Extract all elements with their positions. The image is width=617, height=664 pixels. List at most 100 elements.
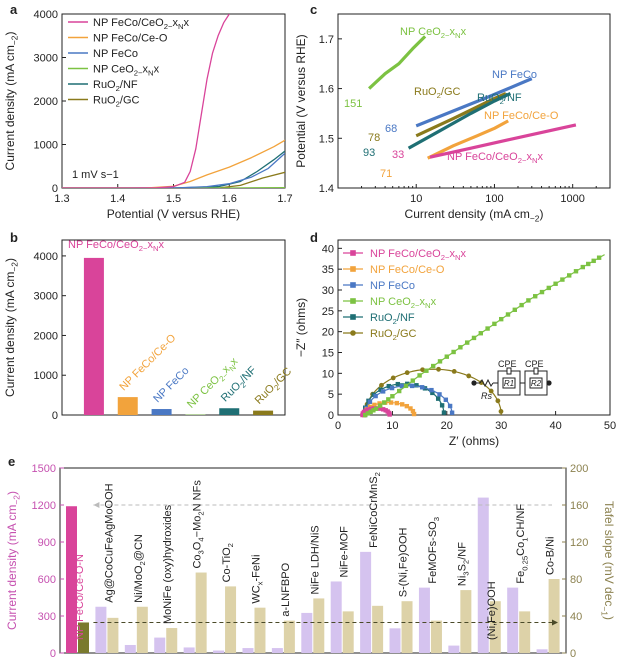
- nyquist-point: [431, 363, 436, 369]
- nyquist-point: [390, 375, 396, 381]
- label-part: RuO: [93, 95, 116, 107]
- nyquist-point: [586, 261, 591, 267]
- tafel-bar: [136, 606, 148, 653]
- nyquist-point: [485, 326, 490, 331]
- current-bar: [124, 644, 136, 653]
- label-part: (Ni,Fe)OOH: [486, 581, 498, 640]
- nyquist-point: [365, 411, 371, 416]
- label-part: RuO: [477, 92, 500, 104]
- nyquist-point: [389, 385, 395, 391]
- nyquist-point: [526, 298, 531, 303]
- label-part: NP CeO: [185, 373, 223, 411]
- circuit-label-r2: R2: [531, 379, 542, 388]
- y-tick-label: 0: [328, 410, 334, 422]
- current-bar: [448, 645, 460, 653]
- label-subscript: N: [228, 363, 238, 373]
- label-subscript: 2: [500, 97, 504, 106]
- tafel-bar: [313, 598, 325, 653]
- circuit-label-rs: Rs: [481, 391, 492, 401]
- tafel-bar: [225, 586, 237, 653]
- legend-marker: [350, 250, 356, 256]
- label-part: x: [449, 248, 455, 260]
- label-part: NP FeCo/CeO: [93, 17, 164, 29]
- cpe-element: [506, 367, 512, 375]
- equivalent-circuit: CPE CPE Rs R1 R2: [471, 359, 552, 401]
- nyquist-point: [382, 400, 387, 405]
- nyquist-point: [410, 378, 415, 383]
- y-tick-label: 3000: [34, 53, 58, 65]
- nyquist-point: [397, 388, 402, 394]
- category-label: FeNiCoCrMnS2: [368, 472, 382, 548]
- plot-frame: [337, 13, 611, 189]
- nyquist-point: [363, 412, 368, 418]
- label-part: Ag@CoCuFeAgMoOOH: [103, 483, 115, 602]
- label-subscript: 2: [393, 317, 397, 326]
- label-part: x: [420, 296, 426, 308]
- nyquist-point: [368, 406, 374, 412]
- nyquist-point: [365, 407, 371, 412]
- label-part: NP FeCo/Ce-O: [484, 110, 559, 122]
- label-subscript: 2: [461, 560, 470, 564]
- nyquist-point: [386, 383, 391, 389]
- label-part: /NF: [397, 312, 415, 324]
- y-tick-label: 4000: [34, 251, 58, 263]
- label-part: CH/NF: [515, 504, 527, 538]
- tafel-bar: [78, 622, 89, 653]
- label-part: Tafel slope (mV dec: [602, 501, 616, 606]
- nyquist-point: [419, 385, 425, 390]
- current-bar: [213, 650, 225, 653]
- category-label: Co-B/Ni: [545, 536, 557, 575]
- circuit-label-cpe1: CPE: [498, 359, 517, 369]
- nyquist-point: [449, 410, 455, 415]
- nyquist-point: [591, 258, 596, 264]
- label-subscript: 2: [116, 100, 120, 109]
- nyquist-point: [478, 331, 483, 336]
- nyquist-point: [499, 316, 504, 322]
- current-bar: [360, 551, 372, 653]
- reference-arrow: [552, 619, 558, 626]
- nyquist-point: [379, 382, 384, 388]
- nyquist-point: [378, 387, 383, 392]
- nyquist-point: [371, 408, 376, 413]
- label-subscript: N: [455, 253, 461, 262]
- y-tick-label: 40: [322, 243, 334, 255]
- tafel-line: [429, 123, 577, 159]
- nyquist-point: [439, 403, 445, 408]
- resistor-rs: [479, 378, 494, 388]
- tafel-slope-value: 151: [344, 98, 362, 110]
- nyquist-point: [373, 393, 378, 399]
- y-tick-label-left: 0: [50, 648, 56, 660]
- label-part: x: [526, 151, 532, 163]
- label-subscript: −2: [530, 213, 540, 223]
- x-tick-label: 1.6: [222, 193, 237, 205]
- nyquist-point: [377, 403, 383, 408]
- bar: [253, 410, 274, 415]
- nyquist-point: [435, 396, 441, 401]
- current-bar: [418, 587, 430, 653]
- tafel-slope-value: 68: [385, 123, 397, 135]
- label-part: NP FeCo/Ce-O-N: [74, 554, 86, 640]
- x-tick-label: 10: [410, 193, 422, 205]
- tafel-bar: [519, 611, 531, 653]
- label-part: NP CeO: [400, 26, 441, 38]
- nyquist-point: [403, 383, 409, 389]
- x-tick-label: 1.7: [277, 193, 292, 205]
- series-label: NP CeO2−xNx: [400, 26, 467, 40]
- bar: [117, 397, 138, 415]
- label-part: RuO: [370, 328, 393, 340]
- label-subscript: 2−: [441, 253, 450, 262]
- x-tick-label: 30: [495, 420, 507, 432]
- panel-a-polarization-curves: a 1.3 1.4 1.5 1.6 1.7 0 1000 2000 3000 4000 Potenti…: [3, 2, 293, 221]
- label-part: Current density (mA cm: [3, 45, 17, 170]
- label-part: NP FeCo/Ce-O: [93, 33, 168, 45]
- category-label: Co-TiO2: [221, 543, 235, 582]
- label-part: FeNiCoCrMnS: [368, 476, 380, 548]
- label-part: RuO: [93, 79, 116, 91]
- y-tick-label: 4000: [34, 9, 58, 21]
- nyquist-point: [411, 411, 417, 417]
- label-part: Co: [192, 554, 204, 568]
- label-part: S: [456, 564, 468, 571]
- nyquist-point: [512, 307, 517, 312]
- category-label: NiFe LDH/NiS: [309, 525, 321, 594]
